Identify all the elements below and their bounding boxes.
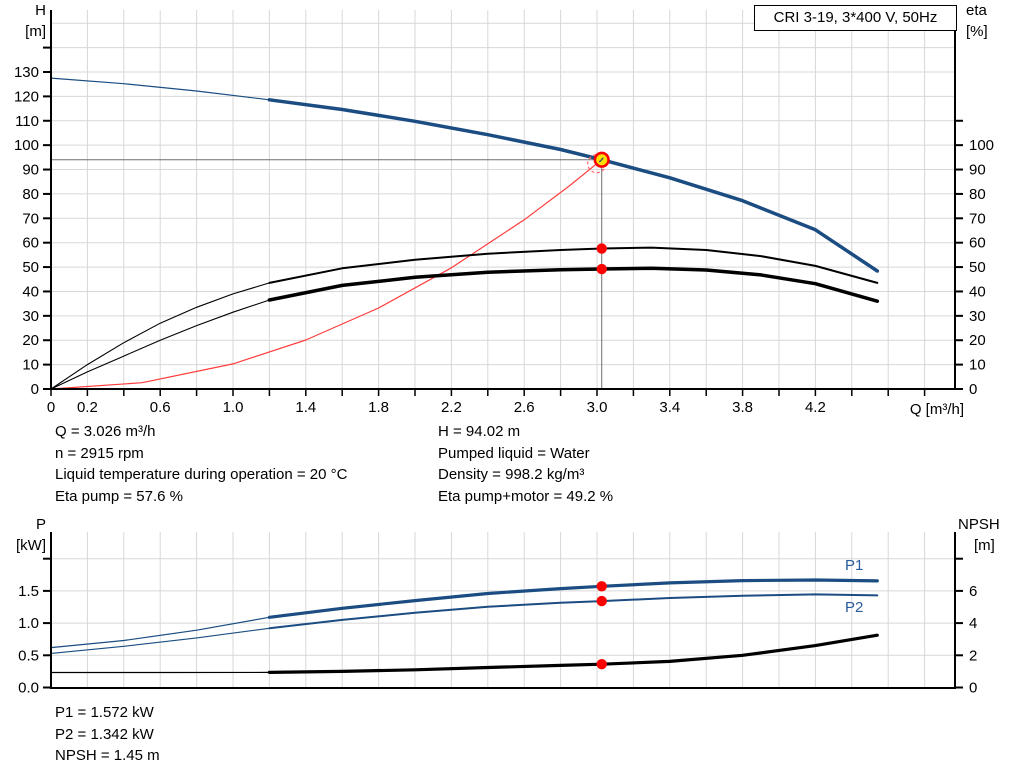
p1-curve xyxy=(267,578,879,619)
right-axis-tick-label: 4 xyxy=(969,615,977,632)
head-axis-symbol: H xyxy=(35,2,46,19)
x-axis-tick-label: 3.4 xyxy=(659,399,680,416)
x-axis-tick-label: 2.2 xyxy=(441,399,462,416)
p2-curve xyxy=(268,593,879,630)
flow-axis-title: Q [m³/h] xyxy=(909,401,964,418)
left-axis-tick-label: 50 xyxy=(22,259,39,276)
p2-value-text: P2 = 1.342 kW xyxy=(55,725,154,743)
power-axis-title: P [kW] xyxy=(0,514,46,556)
x-axis-tick-label: 3.8 xyxy=(732,399,753,416)
duty-data-right-column: H = 94.02 m Pumped liquid = Water Densit… xyxy=(438,421,613,508)
left-axis-tick-label: 130 xyxy=(14,64,39,81)
head-axis-title: H [m] xyxy=(0,0,46,42)
right-axis-tick-label: 30 xyxy=(969,308,986,325)
right-axis-tick-label: 100 xyxy=(969,137,994,154)
left-axis-tick-label: 30 xyxy=(22,308,39,325)
duty-data-left-column: Q = 3.026 m³/h n = 2915 rpm Liquid tempe… xyxy=(55,421,347,508)
right-axis-tick-label: 80 xyxy=(969,186,986,203)
head-curve-thin xyxy=(50,77,270,101)
left-axis-tick-label: 60 xyxy=(22,235,39,252)
left-axis-tick-label: 40 xyxy=(22,283,39,300)
left-axis-tick-label: 0.5 xyxy=(18,647,39,664)
head-curve xyxy=(267,98,880,273)
x-axis-tick-label: 4.2 xyxy=(805,399,826,416)
left-axis-tick-label: 1.5 xyxy=(18,583,39,600)
system-curve xyxy=(50,159,603,390)
flow-value-text: Q = 3.026 m³/h xyxy=(55,423,156,440)
x-axis-tick-label: 2.6 xyxy=(514,399,535,416)
npsh-axis-symbol: NPSH xyxy=(958,516,1000,533)
left-axis-tick-label: 0 xyxy=(31,381,39,398)
npsh-axis-unit: [m] xyxy=(974,537,995,554)
pump-designation-box: CRI 3-19, 3*400 V, 50Hz xyxy=(754,5,957,31)
eta-axis-symbol: eta xyxy=(966,2,987,19)
right-axis-tick-label: 40 xyxy=(969,283,986,300)
right-axis-tick-label: 10 xyxy=(969,357,986,374)
pumped-liquid-text: Pumped liquid = Water xyxy=(438,444,590,462)
left-axis-tick-label: 120 xyxy=(14,88,39,105)
x-axis-tick-label: 1.0 xyxy=(223,399,244,416)
x-axis-tick-label: 0.6 xyxy=(150,399,171,416)
right-axis-tick-label: 50 xyxy=(969,259,986,276)
operating-point-dot xyxy=(596,595,607,607)
left-axis-tick-label: 0.0 xyxy=(18,680,39,697)
right-axis-tick-label: 60 xyxy=(969,235,986,252)
x-axis-tick-label: 0 xyxy=(47,399,55,416)
left-axis-tick-label: 70 xyxy=(22,210,39,227)
left-axis-tick-label: 110 xyxy=(15,113,39,130)
left-axis-tick-label: 90 xyxy=(22,162,39,179)
p1-curve-thin xyxy=(50,616,270,649)
eta-pump-value-text: Eta pump = 57.6 % xyxy=(55,488,183,506)
left-axis-tick-label: 1.0 xyxy=(18,615,39,632)
x-axis-tick-label: 1.4 xyxy=(295,399,316,416)
power-data-column: P1 = 1.572 kW P2 = 1.342 kW NPSH = 1.45 … xyxy=(55,702,160,767)
p1-value-text: P1 = 1.572 kW xyxy=(55,704,154,721)
left-axis-tick-label: 20 xyxy=(22,332,39,349)
eta-pump-curve-thin xyxy=(50,282,270,390)
eta-axis-unit: [%] xyxy=(966,23,988,40)
power-axis-symbol: P xyxy=(35,516,46,533)
right-axis-tick-label: 0 xyxy=(969,381,977,398)
left-axis-tick-label: 80 xyxy=(22,186,39,203)
density-value-text: Density = 998.2 kg/m³ xyxy=(438,466,585,484)
power-axis-unit: [kW] xyxy=(16,537,46,554)
right-axis-tick-label: 20 xyxy=(969,332,986,349)
x-axis-tick-label: 3.0 xyxy=(587,399,608,416)
right-axis-tick-label: 0 xyxy=(969,680,977,697)
operating-point-dot xyxy=(596,658,607,670)
npsh-axis-title: NPSH [m] xyxy=(958,514,1022,556)
x-axis-tick-label: 1.8 xyxy=(368,399,389,416)
eta-pump-motor-curve-thin xyxy=(50,299,270,390)
operating-point-dot xyxy=(596,263,607,275)
left-axis-tick-label: 100 xyxy=(14,137,39,154)
right-axis-tick-label: 2 xyxy=(969,647,977,664)
p2-curve-label: P2 xyxy=(845,599,864,616)
pump-designation-label: CRI 3-19, 3*400 V, 50Hz xyxy=(773,9,938,26)
eta-axis-title: eta [%] xyxy=(966,0,1022,42)
x-axis-tick-label: 0.2 xyxy=(77,399,98,416)
npsh-value-text: NPSH = 1.45 m xyxy=(55,747,160,765)
right-axis-tick-label: 90 xyxy=(969,162,986,179)
speed-value-text: n = 2915 rpm xyxy=(55,444,144,462)
duty-point-inner-mark xyxy=(598,157,604,163)
right-axis-tick-label: 70 xyxy=(969,210,986,227)
left-axis-tick-label: 10 xyxy=(22,357,39,374)
eta-pump-motor-value-text: Eta pump+motor = 49.2 % xyxy=(438,488,614,506)
operating-point-dot xyxy=(596,581,607,592)
npsh-curve xyxy=(267,633,879,675)
p1-curve-label: P1 xyxy=(845,557,864,574)
operating-point-dot xyxy=(596,243,607,254)
liquid-temperature-text: Liquid temperature during operation = 20… xyxy=(55,466,348,484)
head-value-text: H = 94.02 m xyxy=(438,423,521,440)
eta-pump-motor-curve xyxy=(267,266,880,303)
head-axis-unit: [m] xyxy=(25,23,46,40)
p2-curve-thin xyxy=(50,627,270,654)
right-axis-tick-label: 6 xyxy=(969,583,977,600)
